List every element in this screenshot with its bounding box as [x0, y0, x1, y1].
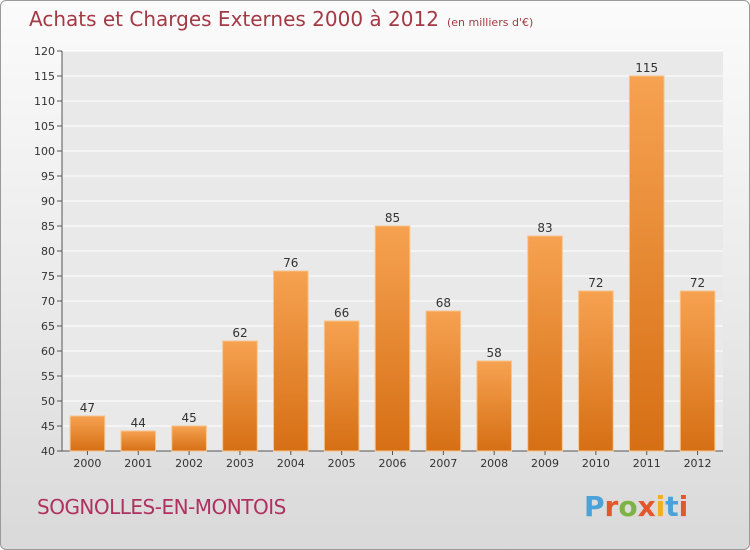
y-tick-label: 50: [41, 395, 55, 408]
logo-letter: i: [678, 490, 689, 523]
x-tick-label: 2000: [73, 457, 101, 470]
bar-value-label: 58: [487, 346, 502, 360]
logo-letter: P: [584, 490, 605, 523]
bar-value-label: 62: [232, 326, 247, 340]
y-tick-label: 75: [41, 270, 55, 283]
x-tick-label: 2006: [379, 457, 407, 470]
y-tick-label: 100: [34, 145, 55, 158]
chart-title: Achats et Charges Externes 2000 à 2012 (e…: [29, 7, 533, 31]
bar-value-label: 68: [436, 296, 451, 310]
logo-letter: t: [665, 490, 679, 523]
y-tick-label: 105: [34, 120, 55, 133]
chart-subtitle: (en milliers d'€): [446, 16, 534, 29]
x-tick-label: 2010: [582, 457, 610, 470]
y-tick-label: 110: [34, 95, 55, 108]
bar: [374, 225, 411, 452]
y-tick-label: 120: [34, 45, 55, 58]
y-tick-label: 55: [41, 370, 55, 383]
bar-value-label: 115: [635, 61, 658, 75]
bar-value-label: 44: [131, 416, 146, 430]
bar-value-label: 85: [385, 211, 400, 225]
bar: [679, 290, 716, 452]
bar-value-label: 72: [690, 276, 705, 290]
y-tick-label: 60: [41, 345, 55, 358]
bar: [273, 270, 309, 452]
y-tick-label: 80: [41, 245, 55, 258]
bar: [476, 360, 512, 452]
y-tick-label: 115: [34, 70, 55, 83]
bar: [171, 425, 207, 452]
proxiti-logo: Proxiti: [584, 490, 688, 523]
y-tick-label: 90: [41, 195, 55, 208]
y-tick-label: 95: [41, 170, 55, 183]
logo-letter: i: [655, 490, 666, 523]
x-tick-label: 2003: [226, 457, 254, 470]
bar: [120, 430, 157, 452]
logo-letter: r: [604, 490, 619, 523]
bar-value-label: 83: [537, 221, 552, 235]
y-tick-label: 40: [41, 445, 55, 458]
x-tick-label: 2005: [328, 457, 356, 470]
x-tick-label: 2002: [175, 457, 203, 470]
x-tick-label: 2011: [633, 457, 661, 470]
bar: [628, 75, 665, 452]
logo-letter: o: [618, 490, 638, 523]
chart-title-text: Achats et Charges Externes 2000 à 2012: [29, 7, 439, 31]
bar-value-label: 66: [334, 306, 349, 320]
x-tick-label: 2012: [684, 457, 712, 470]
bar: [222, 340, 258, 452]
x-tick-label: 2009: [531, 457, 559, 470]
bar-value-label: 76: [283, 256, 298, 270]
bar-value-label: 45: [181, 411, 196, 425]
bar: [527, 235, 563, 452]
x-tick-label: 2007: [429, 457, 457, 470]
logo-letter: x: [637, 490, 656, 523]
x-tick-label: 2008: [480, 457, 508, 470]
bar: [578, 290, 614, 452]
bar-value-label: 47: [80, 401, 95, 415]
x-tick-label: 2004: [277, 457, 305, 470]
bar: [323, 320, 360, 452]
y-tick-label: 85: [41, 220, 55, 233]
commune-name: SOGNOLLES-EN-MONTOIS: [37, 495, 286, 519]
bar: [69, 415, 106, 452]
bar-value-label: 72: [588, 276, 603, 290]
y-tick-label: 65: [41, 320, 55, 333]
bar: [425, 310, 462, 452]
y-tick-label: 70: [41, 295, 55, 308]
y-tick-label: 45: [41, 420, 55, 433]
x-tick-label: 2001: [124, 457, 152, 470]
